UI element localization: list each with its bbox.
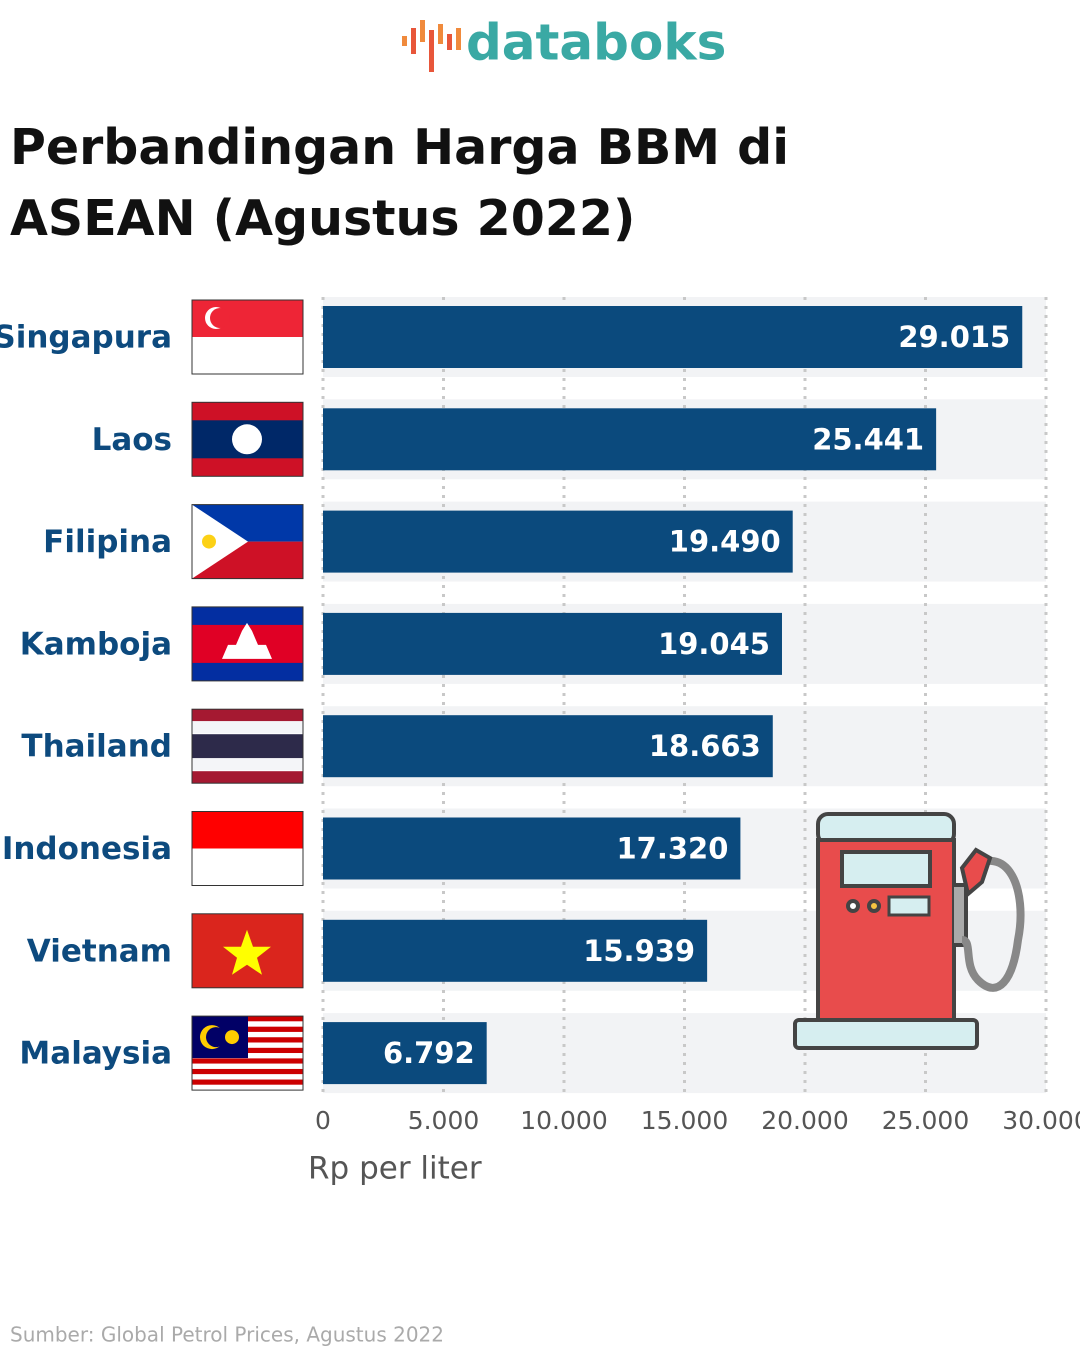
value-label: 19.490: [669, 525, 781, 559]
flag-part: [192, 1068, 303, 1075]
value-label: 17.320: [616, 832, 728, 866]
flag-part: [223, 929, 271, 975]
flag-part: [206, 1027, 226, 1048]
flag-part: [210, 308, 230, 328]
flag-part: [192, 758, 303, 771]
flag: [191, 913, 304, 989]
flag-border: [191, 606, 304, 682]
bar: [323, 306, 1023, 368]
chart-title: Perbandingan Harga BBM di ASEAN (Agustus…: [10, 119, 789, 247]
logo-icon: [402, 20, 461, 72]
x-tick-label: 30.000: [1002, 1106, 1080, 1135]
flag: [191, 504, 304, 580]
y-tick-label: Kamboja: [20, 626, 172, 662]
flag-border: [191, 299, 304, 375]
x-tick-label: 0: [315, 1106, 331, 1135]
marks: 29.015 25.441 19.490 19.045 18.663 17.320 15.9…: [323, 306, 1023, 1085]
y-tick-label: Indonesia: [2, 831, 172, 867]
flag: [191, 606, 304, 682]
logo-text: databoks: [466, 14, 726, 72]
flag-part: [192, 1058, 303, 1064]
flag: [191, 811, 304, 886]
y-tick-label: Filipina: [43, 524, 172, 560]
flag-border: [191, 913, 304, 989]
value-label: 25.441: [812, 422, 924, 456]
flag-part: [192, 1074, 303, 1080]
flag-part: [192, 848, 303, 886]
flag: [191, 1015, 304, 1091]
grid: [321, 297, 1048, 1094]
y-tick-label: Laos: [92, 422, 172, 458]
flag-part: [192, 1084, 303, 1091]
value-label: 29.015: [898, 320, 1010, 354]
value-label: 15.939: [583, 934, 695, 968]
flag: [191, 401, 304, 477]
x-axis-label: Rp per liter: [308, 1151, 482, 1187]
x-tick-label: 15.000: [641, 1106, 728, 1135]
flag-border: [191, 401, 304, 477]
flag-part: [192, 721, 303, 734]
flag-part: [192, 734, 303, 759]
flag-border: [191, 811, 304, 886]
y-tick-label: Singapura: [0, 320, 172, 356]
x-tick-label: 10.000: [520, 1106, 607, 1135]
x-tick-label: 25.000: [882, 1106, 969, 1135]
flag-part: [192, 771, 303, 784]
bar: [323, 919, 708, 982]
flag: [191, 299, 304, 375]
flag-part: [202, 534, 216, 549]
flag-border: [191, 708, 304, 784]
bar: [323, 510, 793, 573]
bar: [323, 408, 937, 471]
flag-part: [192, 811, 303, 849]
bar: [323, 612, 782, 675]
value-label: 6.792: [383, 1036, 475, 1070]
value-label: 19.045: [658, 627, 770, 661]
flag-part: [192, 504, 248, 579]
fuel-pump: [793, 812, 1025, 1050]
y-tick-label: Malaysia: [19, 1036, 172, 1072]
bar: [323, 817, 741, 880]
y-tick-label: Thailand: [21, 729, 172, 765]
flag: [191, 708, 304, 784]
flag-border: [191, 504, 304, 580]
source: Sumber: Global Petrol Prices, Agustus 20…: [10, 1323, 444, 1347]
flag-border: [191, 1015, 304, 1091]
flag-part: [225, 1030, 239, 1045]
flag-part: [192, 1063, 303, 1069]
flag-part: [192, 1079, 303, 1085]
y-tick-label: Vietnam: [27, 933, 172, 969]
flag-part: [232, 424, 262, 455]
flag-part: [192, 709, 303, 722]
value-label: 18.663: [649, 729, 761, 763]
bar: [323, 715, 773, 778]
flag-part: [222, 622, 272, 659]
bar: [323, 1022, 487, 1085]
flag-part: [192, 337, 303, 374]
x-tick-label: 5.000: [408, 1106, 480, 1135]
x-tick-label: 20.000: [761, 1106, 848, 1135]
